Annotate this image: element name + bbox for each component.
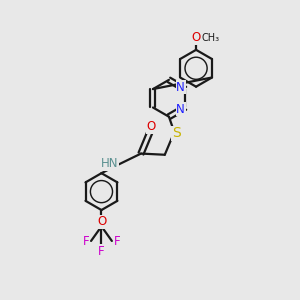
Text: N: N	[176, 103, 185, 116]
Text: F: F	[114, 235, 120, 248]
Text: O: O	[147, 120, 156, 133]
Text: CH₃: CH₃	[202, 33, 220, 43]
Text: HN: HN	[101, 157, 119, 170]
Text: S: S	[172, 126, 180, 140]
Text: N: N	[176, 81, 185, 94]
Text: F: F	[98, 244, 105, 258]
Text: O: O	[97, 215, 106, 228]
Text: F: F	[83, 235, 89, 248]
Text: O: O	[192, 32, 201, 44]
